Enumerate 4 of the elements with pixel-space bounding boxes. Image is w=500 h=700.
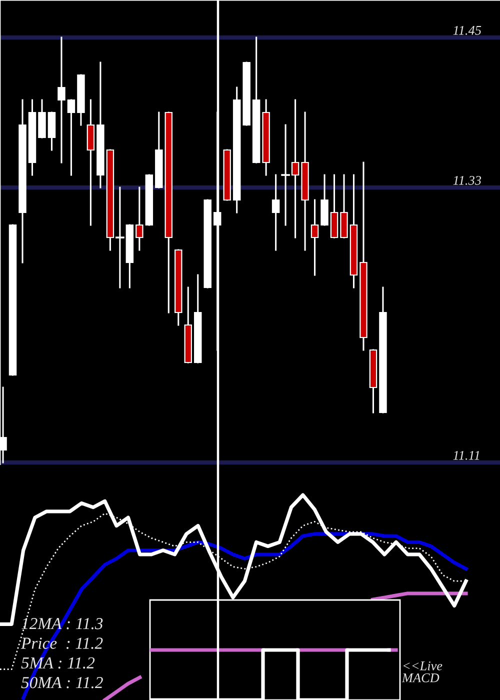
- y-tick-label: 11.33: [453, 176, 482, 185]
- annotation: <<Live MACD: [402, 661, 442, 682]
- y-tick-label: 11.45: [453, 26, 482, 35]
- y-tick-label: 11.11: [453, 450, 480, 460]
